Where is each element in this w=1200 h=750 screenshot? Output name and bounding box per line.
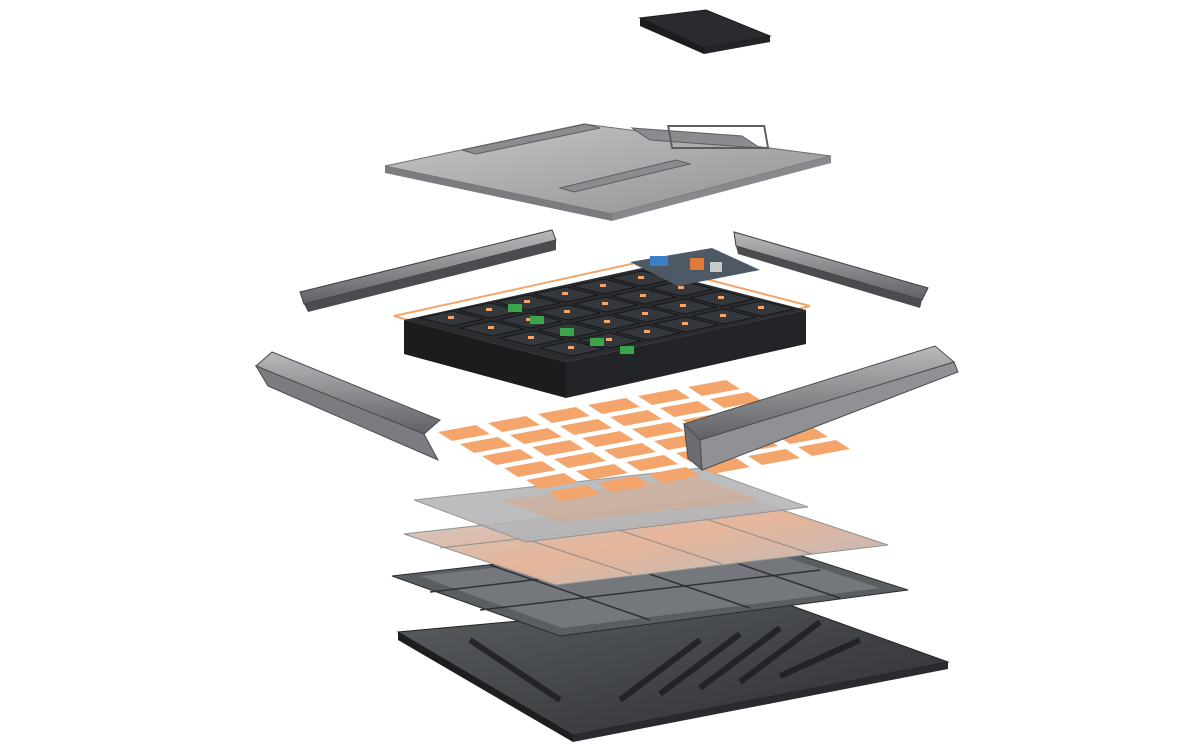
cell-busbar bbox=[720, 314, 726, 317]
thermal-pad bbox=[598, 476, 650, 492]
cell-busbar bbox=[526, 318, 532, 321]
cell-busbar bbox=[638, 276, 644, 279]
top-lid bbox=[384, 123, 832, 221]
thermal-pad bbox=[554, 452, 606, 468]
thermal-pad bbox=[648, 467, 700, 483]
thermal-pad bbox=[626, 455, 678, 471]
side-rail-rear-right bbox=[733, 231, 929, 308]
thermal-pad bbox=[576, 464, 628, 480]
thermal-pad bbox=[526, 473, 578, 489]
thermal-pad bbox=[710, 392, 762, 408]
thermal-pad bbox=[548, 485, 600, 501]
base-plate bbox=[396, 597, 950, 742]
side-rail-rear-left bbox=[299, 229, 557, 312]
thermal-pad bbox=[460, 437, 512, 453]
pcb-strips bbox=[508, 304, 634, 354]
thermal-pad bbox=[776, 428, 828, 444]
thermal-pad bbox=[688, 380, 740, 396]
thermal-pad bbox=[510, 428, 562, 444]
cell-busbar bbox=[758, 306, 764, 309]
bms-board bbox=[630, 248, 760, 286]
thermal-pad bbox=[604, 443, 656, 459]
insulation-sheet bbox=[413, 467, 809, 543]
cell-busbar bbox=[640, 294, 646, 297]
cell-busbar bbox=[680, 304, 686, 307]
cell-busbar bbox=[448, 316, 454, 319]
thermal-pad bbox=[638, 389, 690, 405]
cell-busbar bbox=[602, 302, 608, 305]
cell-busbar bbox=[644, 330, 650, 333]
thermal-pad bbox=[798, 440, 850, 456]
side-rail-front-left bbox=[254, 351, 441, 462]
thermal-pad bbox=[582, 431, 634, 447]
cell-busbar bbox=[568, 346, 574, 349]
cell-busbar bbox=[564, 310, 570, 313]
cell-busbar bbox=[528, 336, 534, 339]
cell-busbar bbox=[682, 322, 688, 325]
cell-busbar bbox=[488, 326, 494, 329]
cell-busbar bbox=[562, 292, 568, 295]
thermal-pad bbox=[532, 440, 584, 456]
thermal-pad bbox=[488, 416, 540, 432]
thermal-pad bbox=[632, 422, 684, 438]
thermal-pad bbox=[660, 401, 712, 417]
tray-frame bbox=[391, 535, 909, 637]
thermal-pad bbox=[748, 449, 800, 465]
thermal-pad bbox=[482, 449, 534, 465]
thermal-pad bbox=[610, 410, 662, 426]
cell-busbar bbox=[718, 296, 724, 299]
thermal-pad bbox=[560, 419, 612, 435]
battery-module-array bbox=[393, 248, 811, 398]
cell-busbar bbox=[606, 338, 612, 341]
cell-busbar bbox=[642, 312, 648, 315]
thermal-pad bbox=[588, 398, 640, 414]
cell-busbar bbox=[678, 286, 684, 289]
connector-cover bbox=[638, 9, 772, 54]
thermal-pad bbox=[698, 458, 750, 474]
cell-busbar bbox=[486, 308, 492, 311]
thermal-pad bbox=[538, 407, 590, 423]
thermal-pad bbox=[504, 461, 556, 477]
cell-busbar bbox=[600, 284, 606, 287]
cell-busbar bbox=[524, 300, 530, 303]
cell-busbar bbox=[604, 320, 610, 323]
thermal-pad bbox=[438, 425, 490, 441]
side-rail-front-right bbox=[683, 345, 959, 472]
